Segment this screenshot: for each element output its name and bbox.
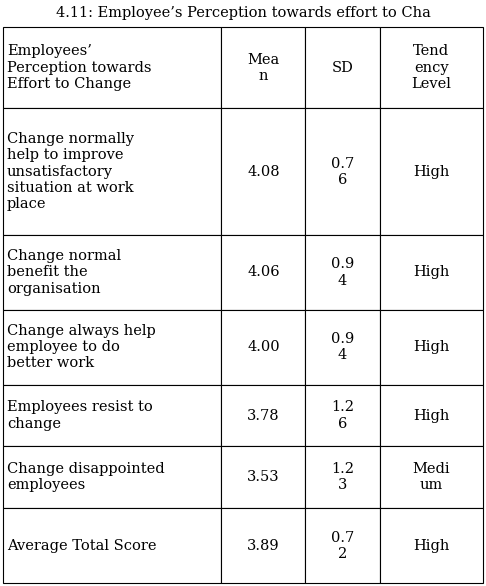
- Text: 3.78: 3.78: [247, 408, 280, 423]
- Text: 3.89: 3.89: [247, 539, 280, 553]
- Bar: [222, 384, 305, 447]
- Bar: [305, 310, 380, 384]
- Text: 3.53: 3.53: [247, 471, 280, 484]
- Text: Average Total Score: Average Total Score: [7, 539, 156, 553]
- Text: 4.06: 4.06: [247, 265, 280, 280]
- Text: Change normally
help to improve
unsatisfactory
situation at work
place: Change normally help to improve unsatisf…: [7, 132, 134, 211]
- Text: 4.08: 4.08: [247, 165, 280, 179]
- Bar: [305, 384, 380, 447]
- Bar: [222, 235, 305, 310]
- Bar: [222, 508, 305, 583]
- Bar: [380, 384, 483, 447]
- Bar: [3, 235, 222, 310]
- Bar: [3, 447, 222, 508]
- Bar: [222, 108, 305, 235]
- Bar: [3, 108, 222, 235]
- Text: 0.7
2: 0.7 2: [331, 530, 354, 561]
- Bar: [3, 384, 222, 447]
- Text: Medi
um: Medi um: [413, 462, 450, 492]
- Text: 4.00: 4.00: [247, 340, 280, 355]
- Text: 0.9
4: 0.9 4: [331, 332, 354, 362]
- Text: 0.7
6: 0.7 6: [331, 156, 354, 187]
- Bar: [380, 447, 483, 508]
- Text: 1.2
6: 1.2 6: [331, 400, 354, 431]
- Text: Employees’
Perception towards
Effort to Change: Employees’ Perception towards Effort to …: [7, 45, 152, 91]
- Text: 4.11: Employee’s Perception towards effort to Cha: 4.11: Employee’s Perception towards effo…: [55, 6, 431, 20]
- Text: Mea
n: Mea n: [247, 53, 279, 83]
- Bar: [380, 508, 483, 583]
- Text: High: High: [413, 340, 450, 355]
- Bar: [305, 508, 380, 583]
- Bar: [3, 27, 222, 108]
- Bar: [380, 235, 483, 310]
- Text: High: High: [413, 165, 450, 179]
- Text: High: High: [413, 265, 450, 280]
- Bar: [380, 27, 483, 108]
- Text: High: High: [413, 408, 450, 423]
- Bar: [380, 310, 483, 384]
- Bar: [222, 447, 305, 508]
- Bar: [380, 108, 483, 235]
- Text: High: High: [413, 539, 450, 553]
- Text: 0.9
4: 0.9 4: [331, 257, 354, 288]
- Bar: [305, 447, 380, 508]
- Text: Change disappointed
employees: Change disappointed employees: [7, 462, 165, 492]
- Text: Change always help
employee to do
better work: Change always help employee to do better…: [7, 324, 156, 370]
- Bar: [3, 310, 222, 384]
- Text: Employees resist to
change: Employees resist to change: [7, 400, 153, 431]
- Bar: [3, 508, 222, 583]
- Text: SD: SD: [331, 60, 353, 74]
- Bar: [222, 27, 305, 108]
- Text: Change normal
benefit the
organisation: Change normal benefit the organisation: [7, 249, 121, 296]
- Bar: [222, 310, 305, 384]
- Bar: [305, 27, 380, 108]
- Bar: [305, 108, 380, 235]
- Bar: [305, 235, 380, 310]
- Text: Tend
ency
Level: Tend ency Level: [412, 45, 451, 91]
- Text: 1.2
3: 1.2 3: [331, 462, 354, 492]
